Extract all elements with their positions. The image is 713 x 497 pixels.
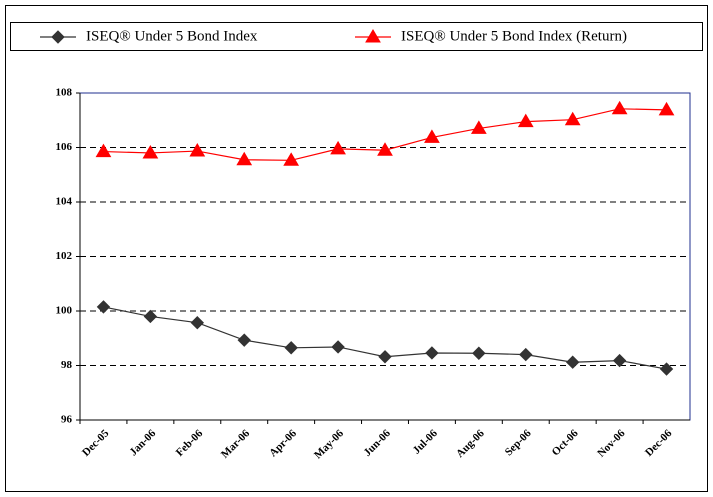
diamond-marker bbox=[237, 333, 251, 347]
y-tick-label: 102 bbox=[56, 250, 73, 262]
triangle-marker bbox=[377, 142, 393, 156]
diamond-marker bbox=[378, 350, 392, 364]
triangle-marker bbox=[189, 143, 206, 157]
diamond-marker bbox=[190, 316, 205, 330]
y-tick-label: 98 bbox=[61, 359, 73, 371]
diamond-marker bbox=[51, 30, 65, 44]
diamond-marker bbox=[659, 362, 674, 376]
diamond-marker bbox=[612, 353, 627, 368]
y-tick-label: 100 bbox=[56, 305, 73, 317]
diamond-marker bbox=[143, 309, 158, 324]
y-tick-label: 108 bbox=[56, 87, 73, 99]
triangle-marker bbox=[95, 143, 112, 158]
triangle-marker bbox=[424, 129, 440, 143]
y-tick-label: 96 bbox=[61, 414, 73, 426]
triangle-marker bbox=[517, 113, 534, 128]
y-tick-label: 106 bbox=[56, 141, 73, 153]
triangle-marker bbox=[330, 140, 346, 155]
triangle-marker bbox=[283, 152, 300, 166]
chart-border bbox=[5, 5, 708, 492]
legend-label: ISEQ® Under 5 Bond Index (Return) bbox=[401, 28, 627, 44]
y-tick-label: 104 bbox=[56, 196, 73, 208]
diamond-marker bbox=[565, 355, 580, 369]
triangle-marker bbox=[365, 29, 381, 43]
diamond-marker bbox=[472, 346, 486, 360]
triangle-marker bbox=[658, 101, 675, 116]
triangle-marker bbox=[564, 111, 581, 126]
triangle-marker bbox=[142, 144, 159, 159]
diamond-marker bbox=[284, 341, 298, 355]
diamond-marker bbox=[96, 300, 111, 314]
diamond-marker bbox=[331, 340, 345, 354]
legend-label: ISEQ® Under 5 Bond Index bbox=[86, 28, 258, 44]
triangle-marker bbox=[236, 151, 253, 166]
diamond-marker bbox=[519, 347, 533, 362]
diamond-marker bbox=[425, 346, 439, 360]
triangle-marker bbox=[611, 100, 628, 115]
triangle-marker bbox=[470, 120, 487, 134]
